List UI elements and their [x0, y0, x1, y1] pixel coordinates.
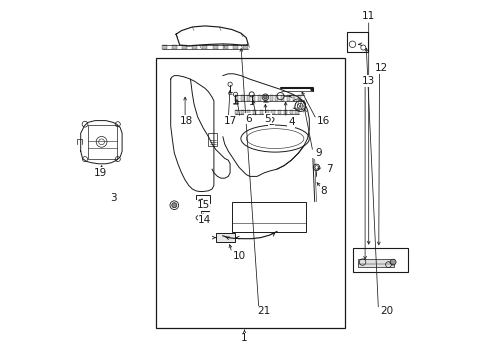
Text: 21: 21: [257, 306, 270, 316]
Bar: [269, 95, 272, 101]
Bar: [215, 233, 235, 242]
Text: 8: 8: [320, 186, 326, 196]
Bar: [346, 32, 367, 52]
Bar: [286, 95, 289, 101]
Circle shape: [171, 203, 177, 208]
Bar: [281, 95, 284, 101]
Bar: [192, 45, 197, 49]
Text: 7: 7: [325, 164, 332, 174]
Bar: [275, 95, 278, 101]
Bar: [259, 110, 262, 114]
Bar: [235, 95, 238, 101]
Text: 16: 16: [316, 116, 330, 126]
Bar: [292, 95, 295, 101]
Bar: [201, 201, 209, 211]
Bar: [243, 45, 247, 49]
Text: 3: 3: [110, 193, 116, 203]
Text: 20: 20: [379, 306, 392, 316]
Bar: [265, 110, 268, 114]
Bar: [156, 58, 345, 328]
Bar: [352, 248, 407, 272]
Bar: [277, 110, 280, 114]
Text: 5: 5: [264, 114, 271, 124]
Circle shape: [389, 259, 395, 265]
Bar: [231, 202, 305, 232]
Bar: [208, 133, 217, 146]
Text: 4: 4: [287, 117, 294, 127]
Bar: [271, 110, 274, 114]
Bar: [252, 95, 255, 101]
Text: 11: 11: [361, 11, 375, 21]
Bar: [212, 45, 217, 49]
Bar: [232, 45, 238, 49]
Text: 13: 13: [361, 76, 375, 86]
Bar: [298, 95, 301, 101]
Bar: [171, 45, 177, 49]
Bar: [247, 110, 250, 114]
Text: 18: 18: [180, 116, 193, 126]
Bar: [357, 259, 393, 267]
Text: 19: 19: [94, 168, 107, 178]
Bar: [222, 45, 227, 49]
Circle shape: [310, 88, 313, 91]
Bar: [246, 95, 249, 101]
Text: 12: 12: [374, 63, 387, 73]
Text: 14: 14: [198, 215, 211, 225]
Text: 1: 1: [241, 333, 247, 343]
Bar: [235, 110, 238, 114]
Text: 10: 10: [232, 251, 245, 261]
Bar: [264, 95, 266, 101]
Text: 6: 6: [244, 114, 251, 124]
Bar: [88, 125, 117, 159]
Text: 9: 9: [314, 148, 321, 158]
Bar: [253, 110, 256, 114]
Bar: [241, 95, 244, 101]
Text: 2: 2: [267, 117, 274, 127]
Bar: [241, 110, 244, 114]
Bar: [295, 110, 298, 114]
Bar: [162, 45, 166, 49]
Text: 17: 17: [223, 116, 236, 126]
Bar: [289, 110, 292, 114]
Bar: [182, 45, 187, 49]
Bar: [196, 195, 210, 203]
Bar: [283, 110, 286, 114]
Bar: [258, 95, 261, 101]
Circle shape: [263, 95, 266, 99]
Text: 15: 15: [196, 200, 209, 210]
Bar: [202, 45, 207, 49]
